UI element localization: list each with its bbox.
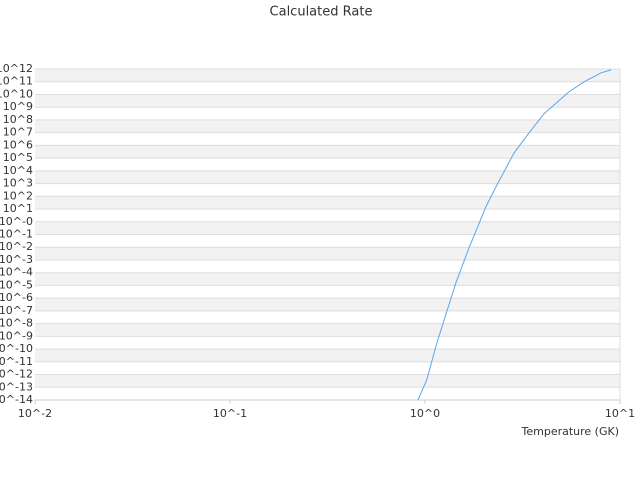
y-tick-label: 10^-10 — [0, 342, 33, 355]
y-tick-label: 10^3 — [3, 177, 33, 190]
grid-band — [35, 247, 620, 260]
y-tick-label: 10^-7 — [0, 304, 33, 317]
series-line — [417, 69, 612, 401]
y-tick-label: 10^-8 — [0, 317, 33, 330]
y-tick-label: 10^7 — [3, 126, 33, 139]
x-tick-label: 10^0 — [410, 407, 440, 420]
y-tick-label: 10^10 — [0, 87, 33, 100]
y-tick-label: 10^-1 — [0, 228, 33, 241]
grid-band — [35, 170, 620, 184]
y-tick-label: 10^-12 — [0, 368, 33, 381]
y-tick-label: 10^5 — [3, 151, 33, 164]
grid-band — [35, 272, 620, 286]
y-tick-label: 10^-11 — [0, 355, 33, 368]
x-tick-label: 10^-2 — [18, 407, 52, 420]
y-tick-label: 10^11 — [0, 75, 33, 88]
grid-band — [35, 298, 620, 311]
grid-band — [35, 323, 620, 337]
y-tick-label: 10^-9 — [0, 329, 33, 342]
y-tick-label: 10^-0 — [0, 215, 33, 228]
grid-band — [35, 374, 620, 388]
y-tick-label: 10^-2 — [0, 240, 33, 253]
y-tick-label: 10^-3 — [0, 253, 33, 266]
chart-title: Calculated Rate — [270, 5, 373, 20]
y-tick-label: 10^4 — [3, 164, 33, 177]
y-tick-label: 10^-5 — [0, 278, 33, 291]
grid-band — [35, 69, 620, 82]
y-tick-label: 10^6 — [3, 138, 33, 151]
grid-band — [35, 94, 620, 108]
x-tick-label: 10^1 — [605, 407, 635, 420]
y-tick-label: 10^8 — [3, 113, 33, 126]
y-tick-label: 10^2 — [3, 189, 33, 202]
grid-band — [35, 145, 620, 159]
y-tick-label: 10^-6 — [0, 291, 33, 304]
x-tick-label: 10^-1 — [213, 407, 247, 420]
y-tick-label: 10^12 — [0, 62, 33, 75]
grid-band — [35, 349, 620, 362]
y-tick-label: 10^9 — [3, 100, 33, 113]
y-tick-label: 10^-4 — [0, 266, 33, 279]
grid-band — [35, 221, 620, 235]
y-tick-label: 10^-14 — [0, 393, 33, 406]
grid-band — [35, 196, 620, 210]
grid-band — [35, 119, 620, 133]
y-tick-label: 10^1 — [3, 202, 33, 215]
x-axis-label: Temperature (GK) — [521, 425, 620, 438]
y-tick-label: 10^-13 — [0, 380, 33, 393]
